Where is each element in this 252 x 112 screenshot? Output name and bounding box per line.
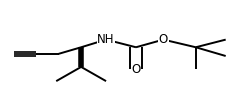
Text: O: O bbox=[131, 63, 141, 76]
Text: NH: NH bbox=[97, 33, 115, 46]
Text: O: O bbox=[159, 33, 168, 46]
